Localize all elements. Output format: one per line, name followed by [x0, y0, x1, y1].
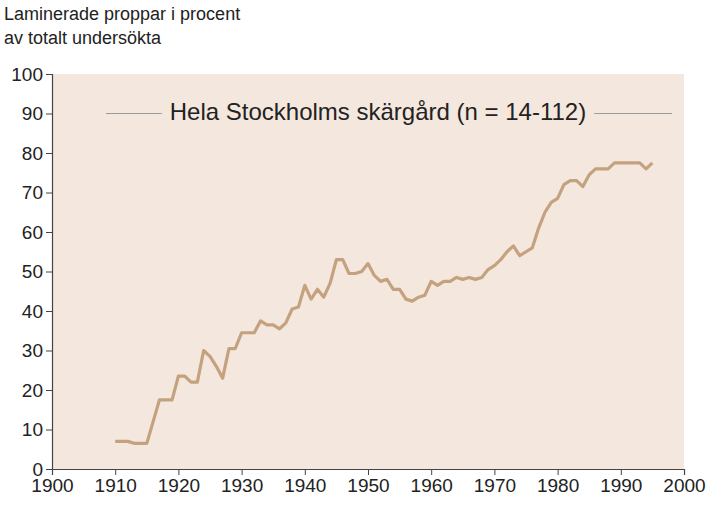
tick: 0	[32, 459, 52, 480]
tick-label: 80	[22, 143, 43, 164]
tick-label: 1990	[600, 475, 642, 496]
axis-line	[46, 75, 53, 470]
plot-background	[52, 74, 684, 469]
tick-label: 1940	[284, 475, 326, 496]
tick-mark	[46, 114, 52, 115]
title-rule	[594, 113, 672, 114]
tick: 2000	[663, 469, 705, 496]
tick: 30	[22, 340, 52, 361]
tick-label: 1910	[95, 475, 137, 496]
tick-mark	[46, 232, 52, 233]
tick: 1990	[600, 469, 642, 496]
tick: 60	[22, 222, 52, 243]
tick-mark	[46, 469, 52, 470]
tick: 80	[22, 143, 52, 164]
tick: 70	[22, 182, 52, 203]
tick: 1960	[411, 469, 453, 496]
tick-mark	[368, 469, 369, 475]
tick-label: 1920	[158, 475, 200, 496]
tick-label: 40	[22, 301, 43, 322]
tick: 1940	[284, 469, 326, 496]
tick: 40	[22, 301, 52, 322]
tick: 20	[22, 380, 52, 401]
chart-title: Hela Stockholms skärgård (n = 14-112)	[170, 98, 586, 125]
tick-label: 1960	[411, 475, 453, 496]
tick-mark	[178, 469, 179, 475]
tick: 90	[22, 103, 52, 124]
tick: 10	[22, 419, 52, 440]
tick: 50	[22, 261, 52, 282]
tick-label: 1970	[474, 475, 516, 496]
tick-mark	[46, 351, 52, 352]
tick: 1970	[474, 469, 516, 496]
tick: 1950	[347, 469, 389, 496]
tick-label: 30	[22, 340, 43, 361]
tick-label: 90	[22, 103, 43, 124]
tick-mark	[46, 430, 52, 431]
tick-mark	[558, 469, 559, 475]
tick-mark	[494, 469, 495, 475]
tick-label: 70	[22, 182, 43, 203]
x-axis: 1900191019201930194019501960197019801990…	[31, 469, 705, 496]
tick: 1930	[221, 469, 263, 496]
tick-label: 20	[22, 380, 43, 401]
chart-svg: Laminerade proppar i procent av totalt un…	[0, 0, 709, 507]
tick-mark	[115, 469, 116, 475]
tick-label: 10	[22, 419, 43, 440]
tick-mark	[46, 390, 52, 391]
data-line	[115, 163, 652, 443]
y-axis-label-line: Laminerade proppar i procent	[4, 4, 240, 24]
tick-mark	[305, 469, 306, 475]
tick-label: 2000	[663, 475, 705, 496]
tick-mark	[621, 469, 622, 475]
tick-label: 1980	[537, 475, 579, 496]
tick-mark	[684, 469, 685, 475]
tick-label: 100	[11, 64, 43, 85]
tick: 1910	[95, 469, 137, 496]
y-axis-label: Laminerade proppar i procent av totalt un…	[4, 4, 240, 48]
tick: 1980	[537, 469, 579, 496]
axis-line	[53, 470, 685, 476]
y-axis: 0 10 20 30 40 50 60 70 80 90 100	[11, 64, 52, 480]
tick-mark	[46, 272, 52, 273]
tick-mark	[46, 153, 52, 154]
tick-mark	[242, 469, 243, 475]
tick-mark	[46, 311, 52, 312]
tick-label: 60	[22, 222, 43, 243]
tick-mark	[46, 74, 52, 75]
tick-mark	[46, 193, 52, 194]
tick: 1920	[158, 469, 200, 496]
line-group	[115, 163, 652, 443]
tick-label: 50	[22, 261, 43, 282]
y-axis-label-line: av totalt undersökta	[4, 28, 162, 48]
tick: 100	[11, 64, 52, 85]
tick-label: 1950	[347, 475, 389, 496]
tick-label: 1930	[221, 475, 263, 496]
tick-mark	[431, 469, 432, 475]
tick-label: 0	[32, 459, 43, 480]
title-rule	[106, 113, 162, 114]
chart-container: Laminerade proppar i procent av totalt un…	[0, 0, 709, 507]
